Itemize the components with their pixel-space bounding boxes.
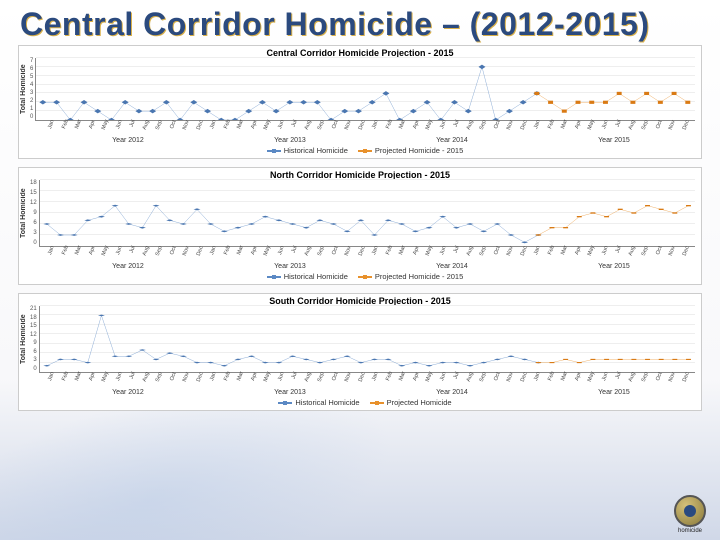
y-ticks: 211815129630 — [28, 306, 39, 372]
y-ticks: 76543210 — [28, 58, 35, 120]
chart-north: North Corridor Homicide Projection - 201… — [18, 167, 702, 285]
year-labels: Year 2012Year 2013Year 2014Year 2015 — [47, 263, 695, 270]
legend: Historical Homicide Projected Homicide — [19, 396, 701, 410]
projected-line — [537, 93, 688, 111]
legend-label-historical: Historical Homicide — [284, 146, 348, 155]
y-ticks: 1815129630 — [28, 180, 39, 246]
plot-area — [39, 180, 695, 247]
legend-swatch-historical — [278, 402, 292, 404]
projected-line — [538, 206, 688, 235]
legend-label-projected: Projected Homicide - 2015 — [375, 146, 463, 155]
y-axis-label: Total Homicide — [19, 58, 28, 121]
legend-label-projected: Projected Homicide - 2015 — [375, 272, 463, 281]
chart-central: Central Corridor Homicide Projection - 2… — [18, 45, 702, 159]
legend: Historical Homicide Projected Homicide - … — [19, 144, 701, 158]
legend-swatch-historical — [267, 150, 281, 152]
y-axis-label: Total Homicide — [19, 306, 28, 373]
historical-line — [47, 315, 538, 365]
projected-line — [538, 359, 688, 362]
legend-label-historical: Historical Homicide — [295, 398, 359, 407]
legend-swatch-projected — [358, 276, 372, 278]
y-axis-label: Total Homicide — [19, 180, 28, 247]
x-ticks: JanFebMarAprMayJunJulAugSepOctNovDecJanF… — [47, 121, 695, 137]
badge-icon — [674, 495, 706, 527]
x-ticks: JanFebMarAprMayJunJulAugSepOctNovDecJanF… — [47, 373, 695, 389]
historical-line — [43, 67, 537, 120]
legend-label-projected: Projected Homicide — [387, 398, 452, 407]
plot-area — [39, 306, 695, 373]
legend-swatch-projected — [370, 402, 384, 404]
legend-label-historical: Historical Homicide — [284, 272, 348, 281]
badge-label: homicide — [674, 528, 706, 534]
plot-area — [35, 58, 695, 121]
charts-container: Central Corridor Homicide Projection - 2… — [0, 45, 720, 411]
year-labels: Year 2012Year 2013Year 2014Year 2015 — [47, 137, 695, 144]
year-labels: Year 2012Year 2013Year 2014Year 2015 — [47, 389, 695, 396]
legend: Historical Homicide Projected Homicide - … — [19, 270, 701, 284]
homicide-badge: homicide — [674, 495, 706, 534]
chart-south: South Corridor Homicide Projection - 201… — [18, 293, 702, 411]
legend-swatch-projected — [358, 150, 372, 152]
legend-swatch-historical — [267, 276, 281, 278]
x-ticks: JanFebMarAprMayJunJulAugSepOctNovDecJanF… — [47, 247, 695, 263]
slide-title: Central Corridor Homicide – (2012-2015) — [0, 0, 720, 45]
